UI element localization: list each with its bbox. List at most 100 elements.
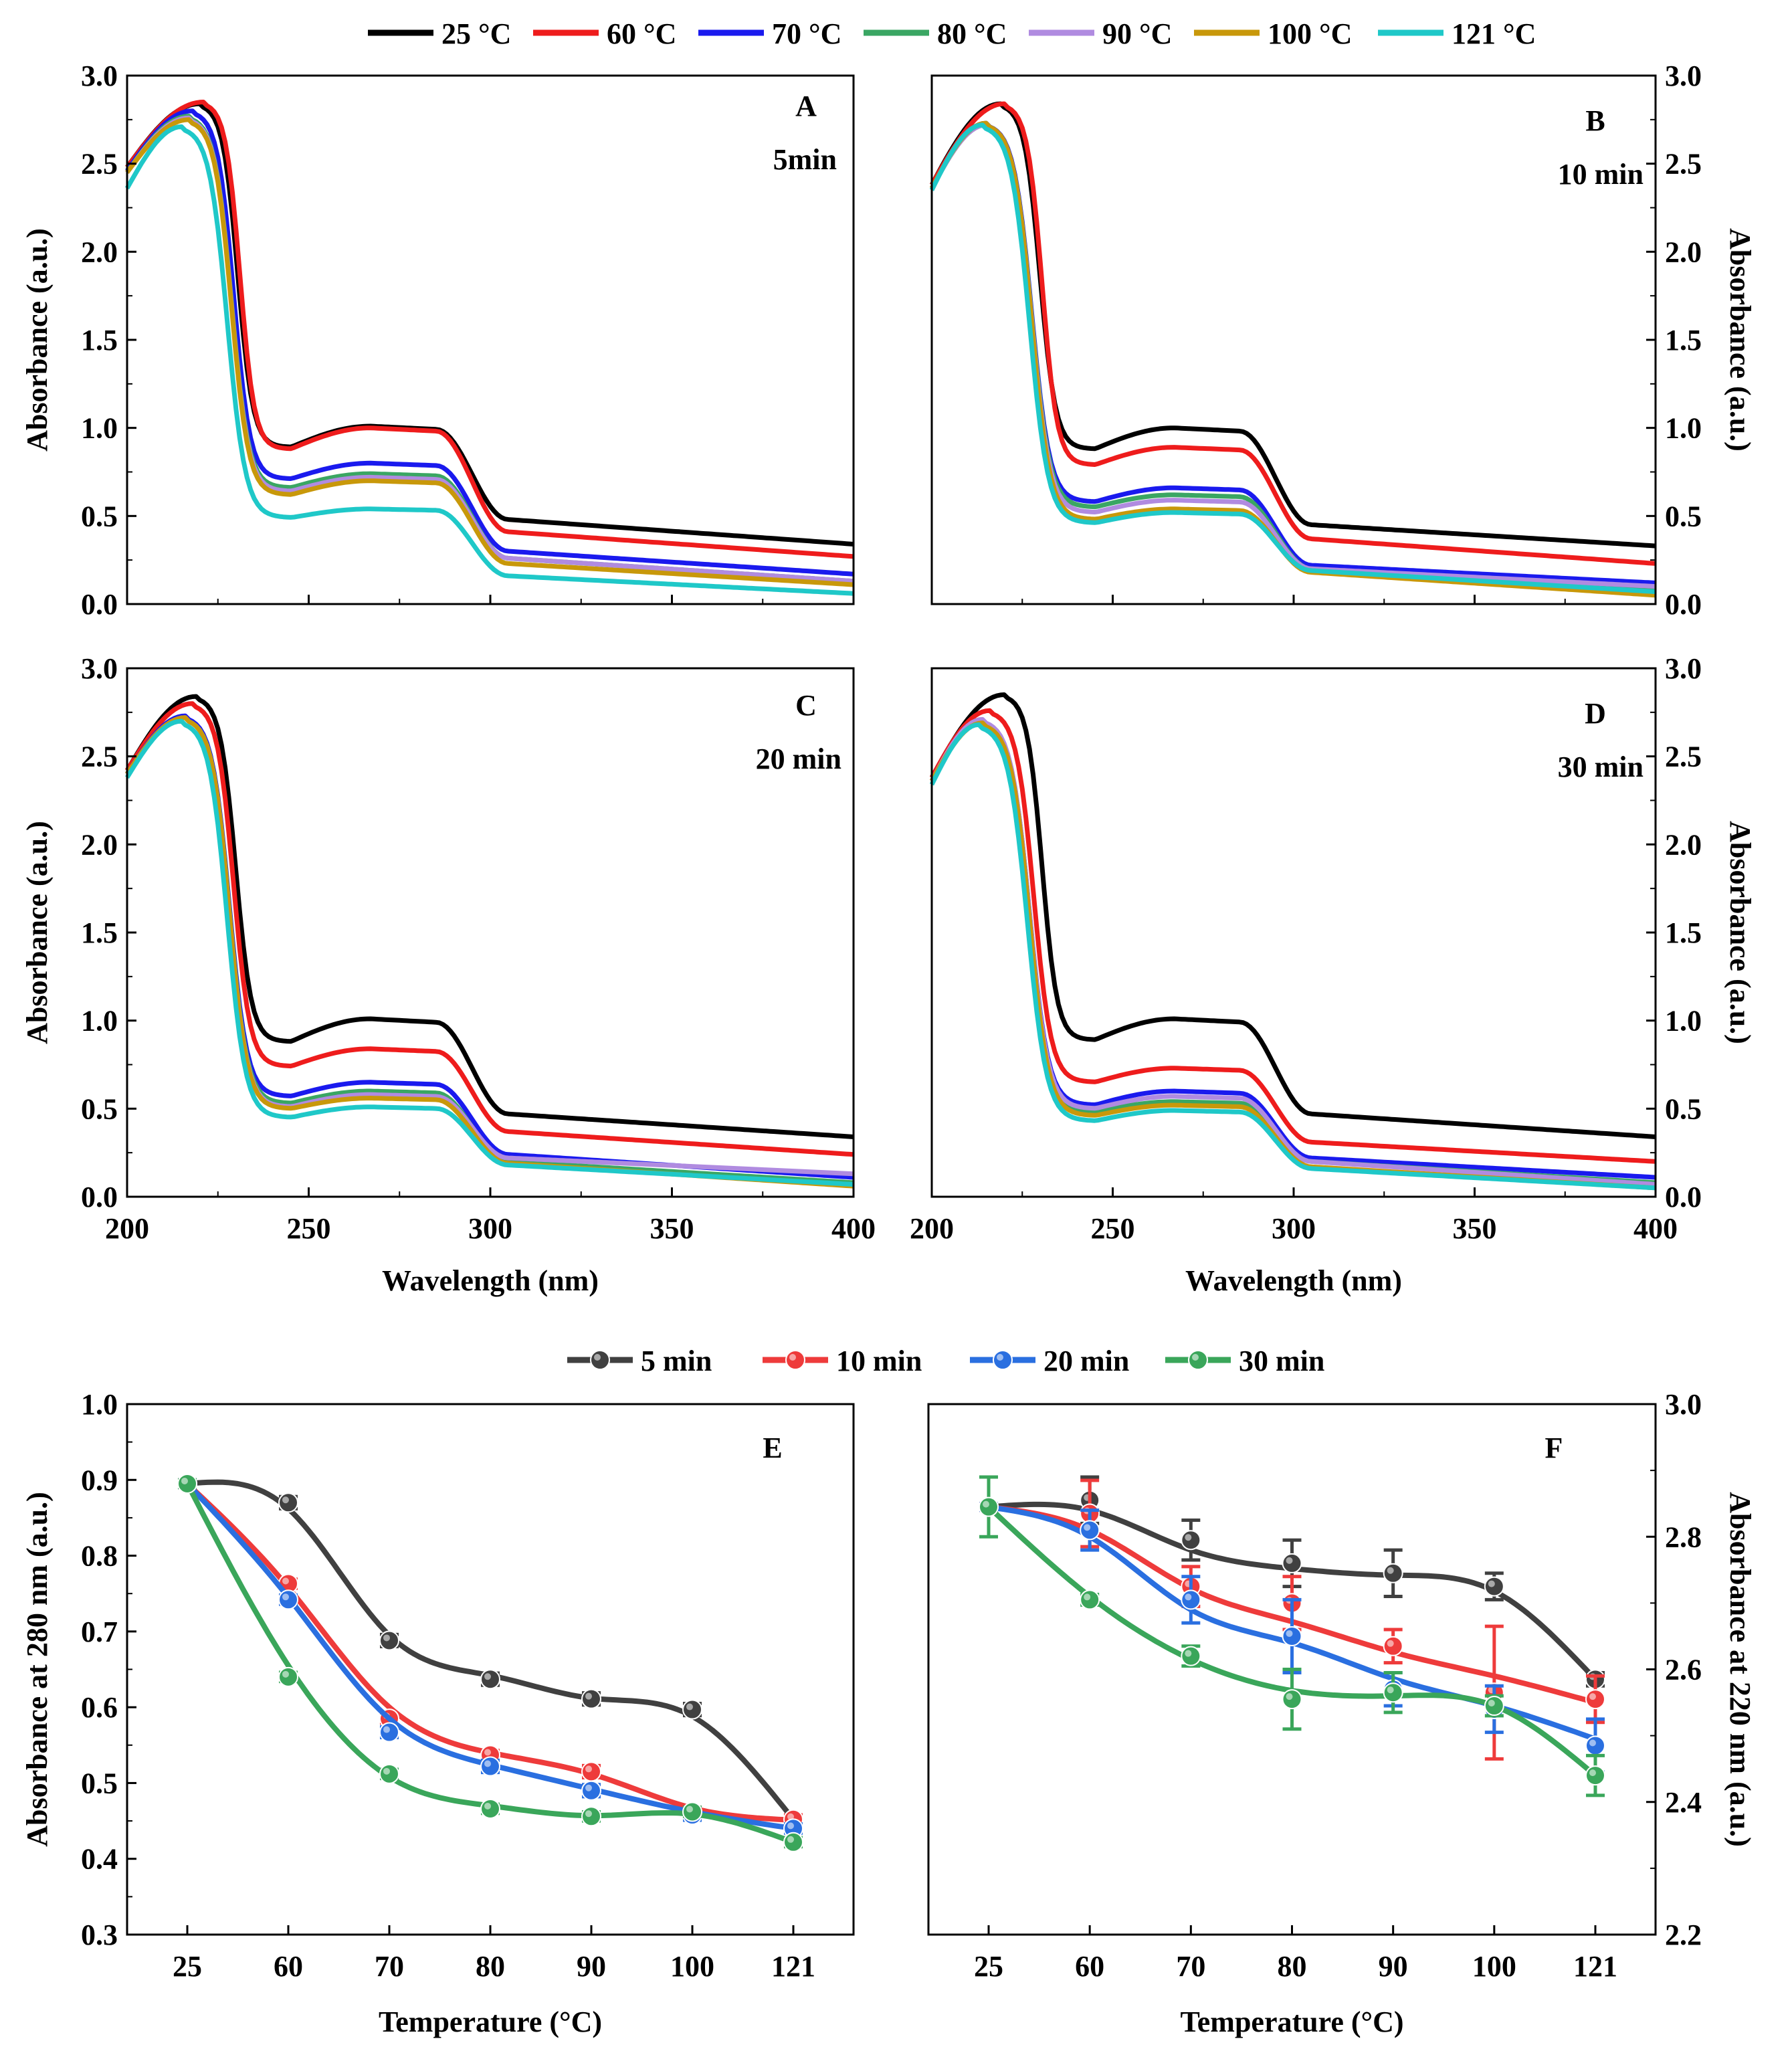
y-tick-label: 2.5 bbox=[1665, 741, 1702, 773]
y-axis-label: Absorbance (a.u.) bbox=[1724, 821, 1757, 1044]
time-label: 30 min bbox=[1558, 751, 1644, 783]
data-point-highlight bbox=[282, 1496, 289, 1504]
data-point-10-min bbox=[581, 1761, 601, 1782]
panel-letter: A bbox=[795, 90, 817, 122]
data-point-30-min bbox=[783, 1832, 803, 1852]
series-line-90c bbox=[125, 715, 854, 1177]
y-tick-label: 1.5 bbox=[81, 916, 118, 949]
legend-marker bbox=[993, 1350, 1013, 1370]
y-tick-label: 3.0 bbox=[81, 652, 118, 685]
panel-letter: B bbox=[1585, 104, 1605, 137]
data-point-highlight bbox=[686, 1805, 693, 1813]
data-point-highlight bbox=[1387, 1640, 1394, 1647]
y-axis-label: Absorbance (a.u.) bbox=[21, 228, 54, 452]
series-line-70c bbox=[125, 108, 854, 577]
data-point-highlight bbox=[1185, 1593, 1192, 1601]
legend-marker bbox=[785, 1350, 805, 1370]
data-point-30-min bbox=[1282, 1689, 1302, 1710]
x-tick-label: 250 bbox=[287, 1212, 331, 1245]
y-tick-label: 2.5 bbox=[81, 148, 118, 181]
legend-marker-highlight bbox=[594, 1354, 601, 1361]
series-line-121c bbox=[124, 124, 854, 596]
data-point-highlight bbox=[585, 1784, 592, 1791]
time-label: 10 min bbox=[1558, 158, 1644, 191]
data-point-5-min bbox=[1484, 1576, 1504, 1597]
y-tick-label: 0.5 bbox=[81, 1092, 118, 1125]
data-point-highlight bbox=[383, 1726, 390, 1733]
data-point-20-min bbox=[1080, 1520, 1100, 1541]
series-line-121c bbox=[929, 122, 1656, 595]
x-axis-label: Wavelength (nm) bbox=[1185, 1264, 1402, 1297]
data-point-30-min bbox=[1383, 1682, 1403, 1703]
data-point-highlight bbox=[484, 1760, 491, 1767]
x-tick-label: 25 bbox=[173, 1950, 202, 1983]
y-tick-label: 0.6 bbox=[81, 1691, 118, 1724]
data-point-30-min bbox=[278, 1666, 298, 1687]
y-tick-label: 1.0 bbox=[1665, 1005, 1702, 1038]
legend-marker bbox=[590, 1350, 610, 1370]
legend-marker-highlight bbox=[997, 1354, 1003, 1361]
y-tick-label: 0.3 bbox=[81, 1919, 118, 1951]
legend-label-60C: 60 °C bbox=[607, 17, 676, 50]
data-point-highlight bbox=[1488, 1580, 1495, 1587]
time-label: 5min bbox=[773, 143, 837, 176]
x-tick-label: 250 bbox=[1091, 1212, 1135, 1245]
series-line-80c bbox=[929, 122, 1656, 593]
series-line-90c bbox=[929, 122, 1656, 589]
y-tick-label: 2.0 bbox=[1665, 828, 1702, 861]
data-point-20-min bbox=[379, 1722, 399, 1743]
x-tick-label: 350 bbox=[650, 1212, 694, 1245]
x-tick-label: 400 bbox=[831, 1212, 876, 1245]
y-axis-label: Absorbance at 280 nm (a.u.) bbox=[21, 1492, 54, 1846]
x-tick-label: 121 bbox=[1573, 1950, 1617, 1983]
legend-time: 5 min 10 min 20 min 30 min bbox=[567, 1345, 1324, 1377]
data-point-30-min bbox=[979, 1496, 999, 1517]
data-point-5-min bbox=[1383, 1563, 1403, 1583]
y-tick-label: 2.5 bbox=[1665, 148, 1702, 181]
x-tick-label: 80 bbox=[1278, 1950, 1307, 1983]
legend-label-25C: 25 °C bbox=[441, 17, 511, 50]
plot-frame bbox=[930, 667, 1657, 1198]
y-axis-label: Absorbance at 220 nm (a.u.) bbox=[1724, 1492, 1757, 1846]
series-line-80c bbox=[125, 715, 854, 1185]
time-label: 20 min bbox=[756, 743, 841, 775]
y-axis-label: Absorbance (a.u.) bbox=[1724, 228, 1757, 452]
y-tick-label: 0.9 bbox=[81, 1464, 118, 1496]
y-tick-label: 0.5 bbox=[81, 1767, 118, 1799]
data-point-20-min bbox=[1585, 1735, 1605, 1756]
legend-label-30min: 30 min bbox=[1239, 1345, 1324, 1377]
y-tick-label: 0.7 bbox=[81, 1616, 118, 1648]
y-tick-label: 3.0 bbox=[81, 60, 118, 92]
series-line-25c bbox=[929, 692, 1656, 1139]
data-point-highlight bbox=[585, 1765, 592, 1773]
y-tick-label: 0.0 bbox=[1665, 1181, 1702, 1213]
x-tick-label: 70 bbox=[1176, 1950, 1205, 1983]
y-tick-label: 1.5 bbox=[81, 324, 118, 357]
y-tick-label: 2.4 bbox=[1665, 1786, 1702, 1819]
data-point-highlight bbox=[1589, 1739, 1596, 1747]
series-line-25c bbox=[124, 694, 854, 1139]
data-point-5-min bbox=[379, 1630, 399, 1651]
data-point-highlight bbox=[1286, 1630, 1293, 1637]
y-tick-label: 0.4 bbox=[81, 1843, 118, 1876]
data-point-highlight bbox=[282, 1577, 289, 1585]
legend-label-5min: 5 min bbox=[641, 1345, 712, 1377]
data-point-30-min bbox=[1181, 1646, 1201, 1666]
panel-d: 200 250 300 350 400 Wavelength (nm) 0.0 0.5 1.0 1… bbox=[910, 652, 1757, 1297]
y-tick-label: 0.5 bbox=[81, 500, 118, 532]
series-line-25c bbox=[929, 101, 1656, 549]
y-tick-label: 0.5 bbox=[1665, 1092, 1702, 1125]
x-tick-label: 350 bbox=[1453, 1212, 1497, 1245]
x-tick-label: 300 bbox=[468, 1212, 512, 1245]
data-point-highlight bbox=[383, 1634, 390, 1642]
data-point-highlight bbox=[983, 1500, 989, 1508]
x-tick-label: 60 bbox=[1075, 1950, 1104, 1983]
fit-curve-30-min bbox=[185, 1482, 795, 1845]
data-point-highlight bbox=[484, 1749, 491, 1756]
data-point-20-min bbox=[278, 1589, 298, 1610]
data-point-5-min bbox=[1181, 1530, 1201, 1551]
x-tick-label: 200 bbox=[910, 1212, 954, 1245]
data-point-highlight bbox=[1488, 1700, 1495, 1707]
data-point-highlight bbox=[1286, 1557, 1293, 1564]
